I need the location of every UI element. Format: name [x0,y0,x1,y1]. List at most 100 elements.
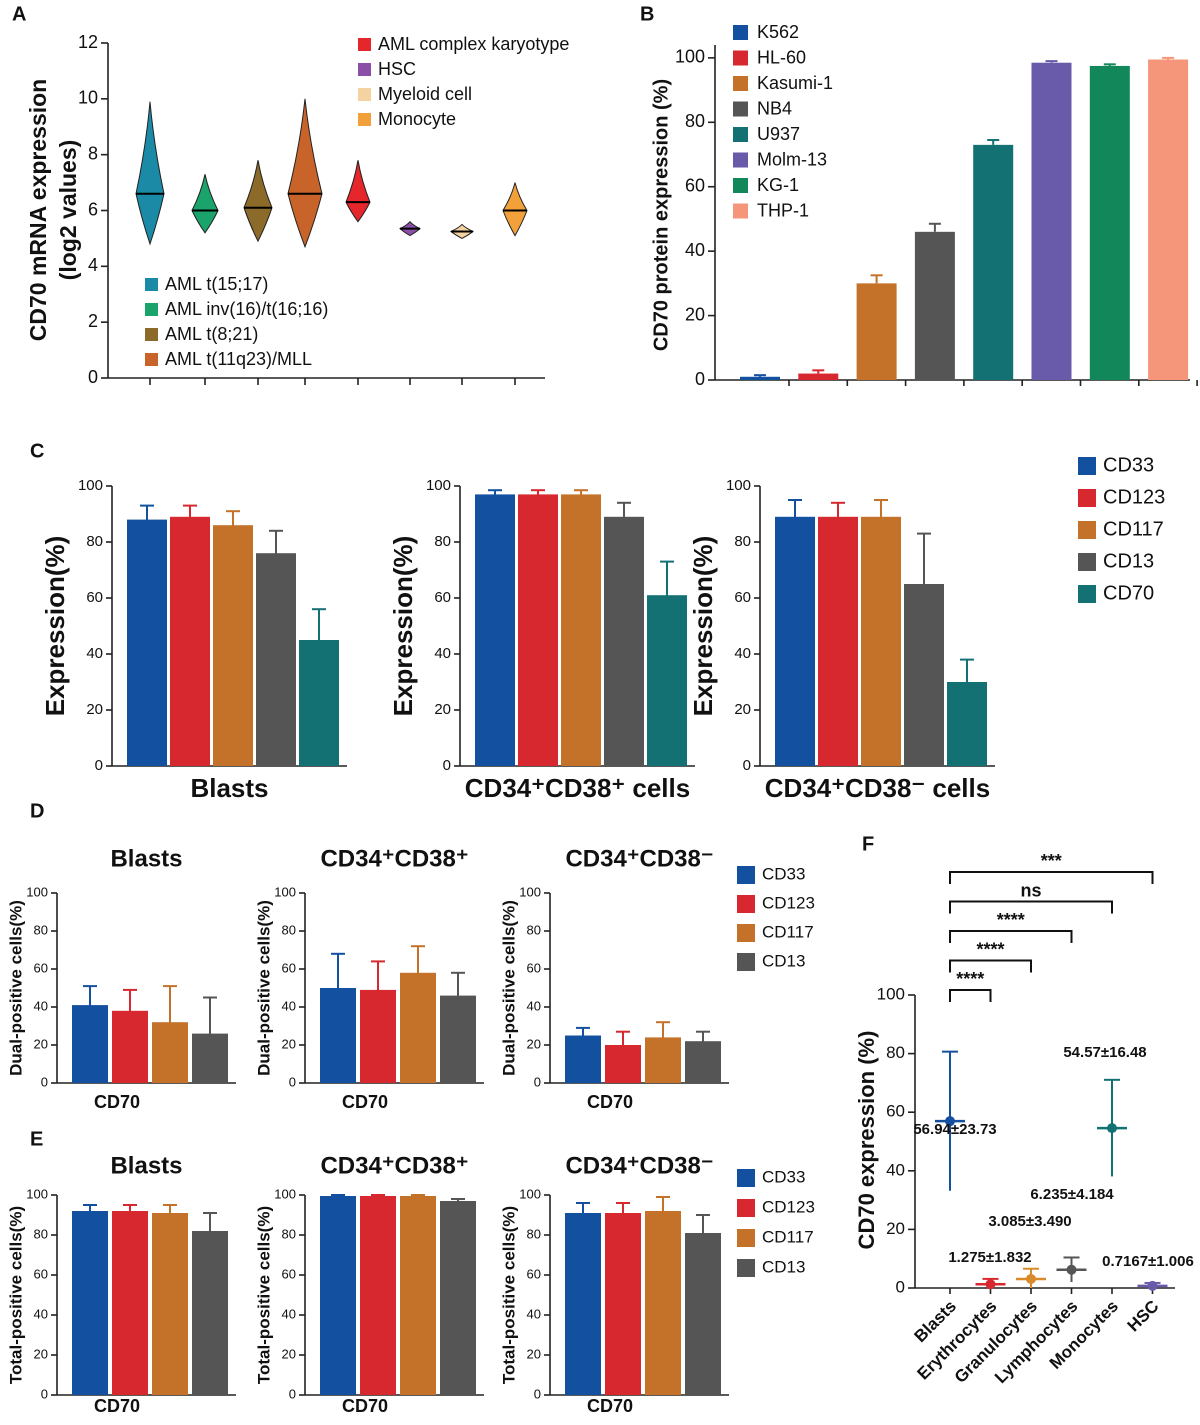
y-tick-label: 80 [86,533,103,550]
legend-label: Kasumi-1 [757,73,833,93]
facet-title: Blasts [110,1152,182,1179]
y-tick-label: 60 [685,175,705,195]
y-tick-label: 100 [675,47,705,67]
legend-swatch [145,353,158,366]
bar [256,553,296,766]
legend-label: K562 [757,22,799,42]
legend-label: THP-1 [757,200,809,220]
y-tick-label: 60 [434,589,451,606]
y-tick-label: 100 [274,1186,296,1201]
y-tick-label: 0 [534,1074,541,1089]
y-axis-title: Total-positive cells(%) [499,1206,518,1384]
y-tick-label: 20 [434,701,451,718]
y-tick-label: 80 [527,922,541,937]
bar [561,494,601,766]
legend-label: KG-1 [757,175,799,195]
y-tick-label: 100 [519,884,541,899]
legend-label: NB4 [757,98,792,118]
y-axis-title: CD70 expression (%) [854,1031,879,1250]
y-tick-label: 80 [734,533,751,550]
legend-swatch [737,1229,755,1247]
bar [152,1213,188,1395]
significance-bracket [949,900,1113,914]
significance-label: **** [956,969,984,989]
bar [192,1231,228,1395]
mean-point [1107,1123,1117,1134]
legend-swatch [737,1199,755,1217]
legend-label: CD117 [762,922,814,941]
x-tick-label: HSC [1124,1297,1163,1336]
significance-label: **** [997,910,1025,930]
legend-label: CD123 [762,1197,815,1216]
value-label: 56.94±23.73 [913,1121,996,1138]
facet-title: CD34⁺CD38⁺ [320,845,468,872]
y-tick-label: 60 [734,589,751,606]
legend-swatch [737,1169,755,1187]
legend-label: U937 [757,124,800,144]
bar [170,516,210,766]
legend-swatch [145,303,158,316]
legend-label: CD33 [762,1167,805,1186]
y-tick-label: 40 [886,1160,905,1179]
legend-swatch [737,866,755,884]
y-tick-label: 80 [34,1226,48,1241]
y-tick-label: 40 [685,240,705,260]
y-tick-label: 60 [527,960,541,975]
bar [861,516,901,766]
x-axis-title: Blasts [190,773,268,803]
legend-swatch [145,328,158,341]
bar [856,283,897,380]
legend-label: CD117 [1103,518,1164,540]
y-tick-label: 0 [695,369,705,389]
legend-swatch [733,25,748,40]
value-label: 0.7167±1.006 [1102,1253,1194,1270]
x-axis-title: CD34⁺CD38⁻ cells [765,773,990,803]
bar [685,1233,721,1395]
legend-swatch [737,953,755,971]
y-axis-title: CD70 mRNA expression [25,79,51,341]
legend-swatch [737,924,755,942]
y-axis-title: Total-positive cells(%) [6,1206,25,1384]
bar [973,144,1014,380]
violin-body [502,182,528,237]
y-tick-label: 20 [282,1036,296,1051]
legend-label: CD70 [1103,582,1154,604]
significance-bracket [949,959,1032,973]
significance-bracket [949,989,992,1002]
y-tick-label: 80 [282,1226,296,1241]
legend-label: CD123 [762,893,815,912]
x-axis-title: CD70 [587,1396,633,1416]
significance-label: *** [1041,851,1062,871]
legend-label: HSC [378,59,416,79]
violin-body [243,160,273,243]
value-label: 1.275±1.832 [948,1249,1031,1266]
y-tick-label: 40 [34,1306,48,1321]
legend-swatch [733,50,748,66]
y-tick-label: 60 [86,589,103,606]
significance-label: ns [1020,880,1041,900]
bar [127,519,167,766]
y-tick-label: 40 [527,998,541,1013]
bar [475,494,515,766]
bar [1148,59,1189,381]
y-tick-label: 100 [26,1186,48,1201]
y-tick-label: 0 [95,757,103,774]
x-axis-title: CD70 [94,1092,140,1112]
y-tick-label: 20 [86,701,103,718]
legend-swatch [358,38,371,51]
y-tick-label: 20 [282,1346,296,1361]
y-tick-label: 6 [88,199,98,219]
x-axis-title: CD70 [587,1092,633,1112]
violin-body [287,98,323,249]
legend-swatch [737,1259,755,1277]
mean-point [945,1116,955,1127]
y-tick-label: 20 [527,1346,541,1361]
legend-swatch [733,203,748,219]
y-tick-label: 0 [289,1386,296,1401]
y-tick-label: 80 [886,1043,905,1062]
y-axis-title: (log2 values) [55,140,81,281]
legend-swatch [358,113,371,126]
legend-label: CD13 [1103,550,1154,572]
legend-label: AML t(11q23)/MLL [165,349,312,369]
